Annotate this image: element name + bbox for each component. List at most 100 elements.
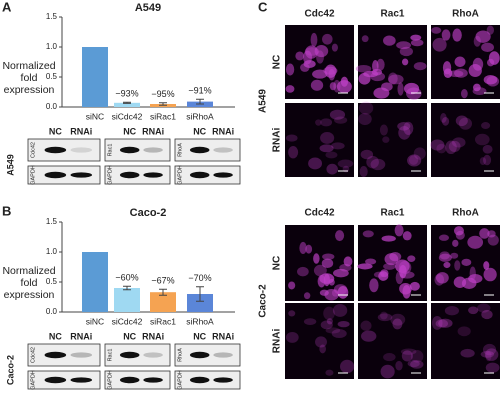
bar-annotation: −95% (151, 89, 174, 99)
cell (285, 331, 299, 343)
blot-band (143, 352, 163, 358)
blot-band (70, 172, 93, 178)
row-label: RNAi (272, 329, 283, 354)
cell (340, 359, 355, 374)
cell (388, 72, 398, 85)
cell (379, 311, 388, 320)
y-tick-label: 0.0 (46, 307, 58, 316)
cell (285, 63, 295, 76)
blot-target-label: Rac1 (107, 349, 113, 362)
bar (114, 102, 140, 107)
cell (323, 306, 335, 321)
blot-band (70, 147, 93, 153)
cell (453, 226, 464, 236)
cell (333, 268, 349, 278)
cell (334, 116, 348, 124)
cell (369, 278, 379, 293)
bar (82, 47, 108, 107)
cell (450, 252, 459, 259)
cell-line-label: A549 (5, 154, 15, 176)
cell (398, 125, 411, 140)
cell (479, 157, 487, 165)
blot-target-label: Rac1 (107, 144, 113, 157)
blot-band (213, 172, 233, 178)
cell (394, 224, 404, 237)
cell (297, 266, 309, 277)
cell (336, 80, 352, 94)
cell (481, 122, 491, 130)
cell (358, 101, 374, 115)
micrograph (431, 303, 500, 379)
lane-label: RNAi (70, 126, 92, 136)
blot-band (44, 351, 67, 359)
cell (454, 260, 461, 271)
cell (397, 82, 404, 96)
cell (435, 319, 449, 328)
cell (313, 264, 327, 277)
cell (320, 118, 333, 127)
cell (461, 258, 472, 266)
cell (382, 136, 390, 143)
cell (371, 68, 383, 76)
cell (299, 241, 307, 255)
cell (365, 258, 377, 265)
cell (443, 261, 451, 269)
blot-band (213, 352, 233, 358)
cell (313, 253, 320, 264)
blot-band (189, 171, 210, 179)
lane-label: NC (49, 331, 62, 341)
blot-band (143, 377, 163, 383)
x-tick-label: siNC (86, 316, 104, 326)
cell (482, 144, 493, 154)
cell (407, 154, 422, 167)
blot-band (119, 351, 140, 359)
cell (485, 351, 492, 362)
cell (448, 140, 461, 152)
cell (452, 28, 462, 42)
cell (461, 277, 477, 289)
cell (413, 62, 427, 71)
column-header: RhoA (452, 9, 479, 20)
cell (444, 306, 460, 316)
bar (82, 252, 108, 312)
panel-label: A (2, 0, 12, 14)
cell (488, 51, 500, 65)
cell (288, 310, 296, 317)
cell (430, 139, 445, 151)
cell (320, 320, 333, 330)
cell (477, 303, 491, 313)
cell (312, 69, 328, 79)
cell (431, 27, 442, 34)
cell (376, 58, 385, 71)
error-bar (159, 288, 167, 296)
cell (324, 64, 337, 78)
cell (410, 39, 424, 47)
cell (310, 79, 324, 91)
blot-band (189, 376, 210, 384)
cell (481, 42, 494, 53)
cell-line-label: Caco-2 (258, 284, 269, 318)
blot-band (119, 146, 140, 154)
column-header: Cdc42 (304, 9, 334, 20)
cell (380, 364, 395, 379)
blot-target-label: GAPDH (177, 165, 183, 185)
cell (343, 256, 353, 267)
cell (468, 306, 479, 315)
cell (399, 271, 415, 279)
cell (438, 234, 450, 241)
cell (359, 166, 368, 178)
cell (474, 133, 490, 146)
cell (399, 46, 413, 57)
lane-label: RNAi (142, 331, 164, 341)
y-tick-label: 1.0 (46, 42, 58, 51)
panel-label: B (2, 203, 11, 218)
blot-target-label: Cdc42 (30, 347, 36, 363)
cell (331, 289, 339, 297)
blot-band (213, 377, 233, 383)
cell (413, 147, 426, 160)
bar (187, 294, 213, 312)
lane-label: NC (123, 331, 136, 341)
cell (288, 281, 296, 290)
micrograph (358, 303, 427, 379)
